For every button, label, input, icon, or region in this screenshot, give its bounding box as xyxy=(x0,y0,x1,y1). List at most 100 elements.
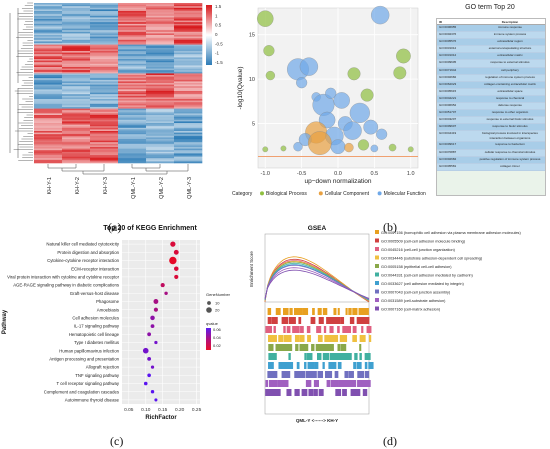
gsea-hit-bar xyxy=(286,362,293,369)
heatmap-cell xyxy=(34,131,63,133)
heatmap-cell xyxy=(118,60,147,63)
go-header-description: Description xyxy=(501,19,519,24)
heatmap-cell xyxy=(174,142,203,145)
gsea-hit-bar xyxy=(295,389,299,396)
heatmap-cell xyxy=(146,27,175,29)
heatmap-cell xyxy=(174,107,203,109)
heatmap-cell xyxy=(90,137,119,140)
go-term-bubble xyxy=(343,121,362,140)
heatmap-cell xyxy=(118,73,147,76)
heatmap-cell xyxy=(90,54,119,57)
heatmap-cell xyxy=(90,129,119,132)
heatmap-cell xyxy=(90,91,119,93)
gsea-legend-swatch xyxy=(375,298,379,302)
heatmap-cell xyxy=(118,36,147,39)
heatmap-cell xyxy=(118,19,147,21)
heatmap-cell xyxy=(90,76,119,79)
heatmap-cell xyxy=(90,9,119,12)
gsea-hit-bar xyxy=(306,326,311,333)
heatmap-cell xyxy=(62,79,91,82)
heatmap-cell xyxy=(174,57,203,60)
heatmap-cell xyxy=(90,102,119,105)
heatmap-cell xyxy=(174,110,203,113)
heatmap-cell xyxy=(118,116,147,119)
gsea-hit-bar xyxy=(359,344,362,351)
heatmap-cell xyxy=(146,84,175,87)
heatmap-cell xyxy=(146,124,175,127)
go-row-id: GO:0070887 xyxy=(439,149,457,154)
heatmap-cell xyxy=(146,33,175,36)
heatmap-cell xyxy=(174,15,203,18)
heatmap-cell xyxy=(62,129,91,132)
heatmap-cell xyxy=(174,47,203,50)
heatmap-cell xyxy=(146,161,175,164)
gsea-hit-bar xyxy=(359,335,366,342)
kegg-dot xyxy=(170,241,176,247)
bubble-legend-label: Molecular Function xyxy=(384,191,426,197)
kegg-pathway-label: Type I diabetes mellitus xyxy=(74,340,119,345)
heatmap-cell xyxy=(90,14,119,17)
heatmap-cell xyxy=(174,145,203,148)
heatmap-cell xyxy=(62,159,91,162)
heatmap-cell xyxy=(118,132,147,135)
heatmap-cell xyxy=(118,97,147,100)
heatmap-cell xyxy=(174,156,203,159)
heatmap-cell xyxy=(90,20,119,23)
gsea-hit-bar xyxy=(352,326,357,333)
go-row-id: GO:0009605 xyxy=(439,60,457,65)
gsea-hit-bar xyxy=(327,335,334,342)
go-row-id: GO:0009617 xyxy=(439,142,457,147)
heatmap-cell xyxy=(62,103,91,106)
heatmap-cell xyxy=(146,145,175,148)
heatmap-cell xyxy=(174,95,203,98)
heatmap-cell xyxy=(174,20,203,23)
gsea-legend-swatch xyxy=(375,238,379,243)
go-table-row: GO:0002684 positive regulation of immune … xyxy=(437,156,545,164)
heatmap-sample-label: QML-Y-3 xyxy=(187,177,193,199)
heatmap-cell xyxy=(62,115,91,117)
go-row-id: GO:0031012 xyxy=(439,46,457,51)
heatmap-cell xyxy=(174,115,203,117)
heatmap-cell xyxy=(118,135,147,138)
gsea-hit-bar xyxy=(340,344,346,351)
heatmap-cell xyxy=(118,79,147,82)
heatmap-cell xyxy=(174,52,203,55)
heatmap-cell xyxy=(174,161,203,164)
heatmap-cell xyxy=(62,19,91,21)
heatmap-cell xyxy=(146,89,175,92)
heatmap-cell xyxy=(118,121,147,124)
heatmap-cell xyxy=(90,159,119,162)
heatmap-cell xyxy=(146,43,175,45)
caption-c: (c) xyxy=(110,434,124,448)
gsea-hit-bar xyxy=(341,380,347,387)
gsea-hit-bar xyxy=(336,389,342,396)
heatmap-cell xyxy=(174,65,203,68)
heatmap-cell xyxy=(90,86,119,89)
gsea-hit-bar xyxy=(265,380,269,387)
heatmap-cell xyxy=(146,99,175,101)
heatmap-cell xyxy=(34,159,63,162)
go-term-bubble xyxy=(307,131,332,155)
heatmap-cell xyxy=(34,15,63,18)
gsea-hit-bar xyxy=(333,380,339,387)
heatmap-cell xyxy=(146,129,175,132)
heatmap-cell xyxy=(62,108,91,111)
heatmap-cell xyxy=(118,17,147,20)
heatmap-cell xyxy=(118,12,147,15)
heatmap-cell xyxy=(90,7,119,10)
gsea-hit-bar xyxy=(300,326,304,333)
go-row-id: GO:0002682 xyxy=(439,74,457,79)
heatmap-cell xyxy=(174,22,203,25)
heatmap-cell xyxy=(174,6,203,9)
go-row-description: response to external biotic stimulus xyxy=(486,117,534,122)
heatmap-cell xyxy=(118,70,147,73)
go-term-bubble xyxy=(330,139,346,155)
gsea-hit-bar xyxy=(275,344,278,351)
go-row-description: positive regulation of immune system pro… xyxy=(479,156,541,161)
heatmap-cell xyxy=(34,86,63,89)
heatmap-cell xyxy=(90,94,119,97)
heatmap-cell xyxy=(34,65,63,68)
gsea-hit-bar xyxy=(357,380,362,387)
heatmap-cell xyxy=(34,25,63,28)
gsea-hit-bar xyxy=(347,353,351,360)
